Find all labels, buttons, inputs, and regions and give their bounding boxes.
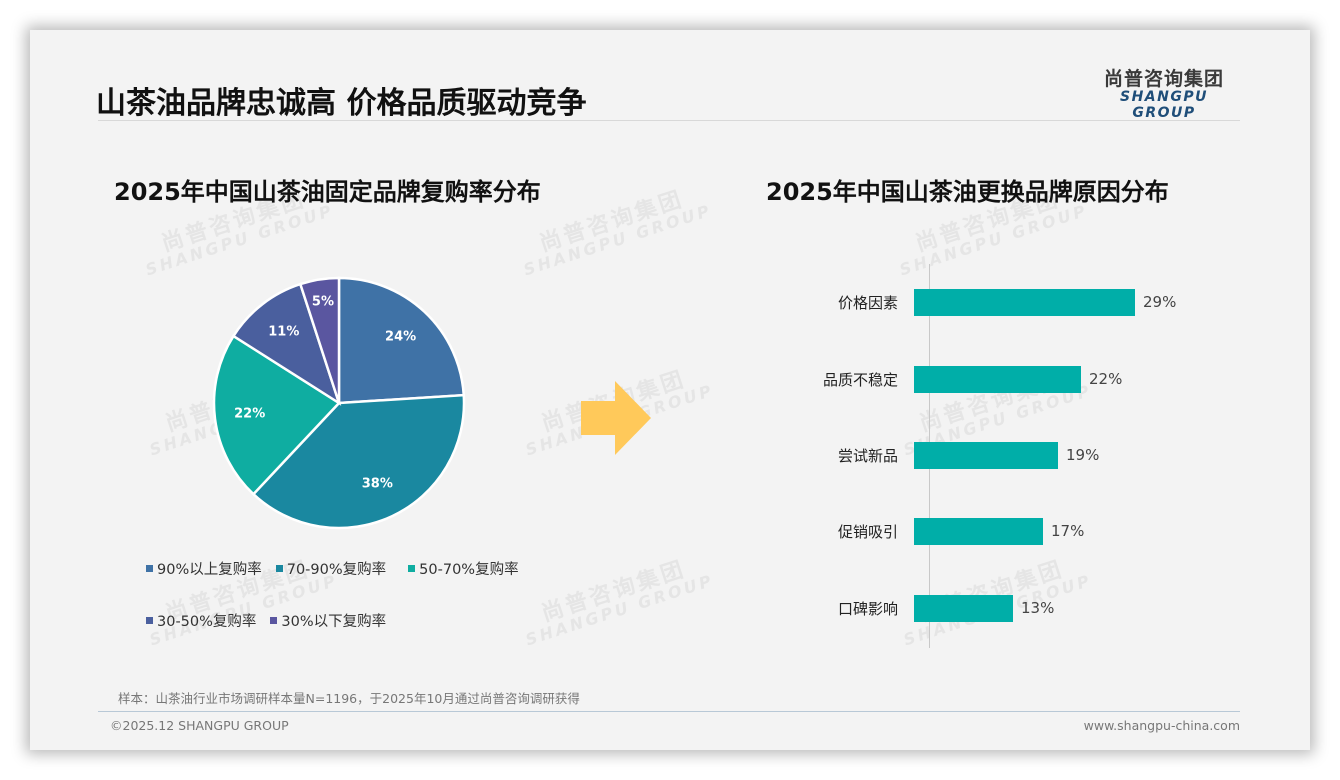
legend-label: 50-70%复购率 <box>419 561 519 578</box>
bar-label: 口碑影响 <box>837 599 898 618</box>
pie-slice-label: 11% <box>268 324 300 340</box>
copyright: ©2025.12 SHANGPU GROUP <box>110 718 289 733</box>
bar-value: 19% <box>1066 446 1100 464</box>
legend-label: 30%以下复购率 <box>281 613 387 630</box>
bar <box>914 441 1058 469</box>
pie-slice <box>298 276 341 404</box>
legend-item: 30%以下复购率 <box>270 610 386 631</box>
bar-value: 13% <box>1021 599 1055 617</box>
bar-row: 尝试新品 19% <box>790 441 1099 469</box>
pie-chart-svg <box>212 276 466 530</box>
legend-row: 30-50%复购率 30%以下复购率 <box>146 594 566 646</box>
footer-divider <box>98 711 1240 712</box>
bar-chart-title: 2025年中国山茶油更换品牌原因分布 <box>766 178 1169 206</box>
logo-en: SHANGPU GROUP <box>1120 89 1208 121</box>
slide: 山茶油品牌忠诚高 价格品质驱动竞争 尚普咨询集团 SHANGPU GROUP 尚… <box>30 30 1310 750</box>
title-divider <box>98 120 1240 121</box>
pie-slice <box>337 276 466 405</box>
legend-item: 90%以上复购率 <box>146 558 262 579</box>
bar <box>914 288 1135 316</box>
bar-row: 口碑影响 13% <box>790 594 1054 622</box>
pie-legend: 90%以上复购率 70-90%复购率 50-70%复购率 30-50%复购率 3… <box>146 542 566 646</box>
bar-label: 价格因素 <box>837 293 898 312</box>
pie-slice-label: 38% <box>361 476 393 492</box>
pie-slice-label: 5% <box>311 294 334 310</box>
bar-label: 品质不稳定 <box>822 370 898 389</box>
pie-slice <box>231 282 342 406</box>
bar-value: 29% <box>1143 293 1177 311</box>
bar-label: 促销吸引 <box>837 522 898 541</box>
bar-value: 22% <box>1089 370 1123 388</box>
legend-swatch <box>146 564 153 572</box>
legend-label: 90%以上复购率 <box>157 561 262 578</box>
bar-value: 17% <box>1051 522 1085 540</box>
legend-swatch <box>275 564 283 572</box>
sample-note: 样本：山茶油行业市场调研样本量N=1196，于2025年10月通过尚普咨询调研获… <box>118 691 580 706</box>
bar <box>914 365 1081 393</box>
bar <box>914 594 1013 622</box>
legend-item: 70-90%复购率 <box>275 558 387 579</box>
legend-swatch <box>270 616 278 624</box>
pie-slice <box>251 393 466 530</box>
bar <box>914 517 1043 545</box>
company-logo: 尚普咨询集团 SHANGPU GROUP <box>1088 64 1240 121</box>
page-title: 山茶油品牌忠诚高 价格品质驱动竞争 <box>96 86 587 121</box>
arrow-right-icon <box>581 381 651 455</box>
pie-slice-label: 22% <box>234 406 266 422</box>
bar-row: 品质不稳定 22% <box>790 365 1122 393</box>
legend-item: 50-70%复购率 <box>408 558 519 579</box>
website-link[interactable]: www.shangpu-china.com <box>1083 718 1240 733</box>
legend-row: 90%以上复购率 70-90%复购率 50-70%复购率 <box>146 542 566 594</box>
pie-chart: 24% 38% 22% 11% 5% <box>212 276 466 530</box>
legend-label: 30-50%复购率 <box>157 613 257 630</box>
pie-slice-label: 24% <box>385 329 417 345</box>
bar-row: 促销吸引 17% <box>790 517 1084 545</box>
bar-row: 价格因素 29% <box>790 288 1176 316</box>
pie-slice <box>212 334 341 496</box>
pie-chart-title: 2025年中国山茶油固定品牌复购率分布 <box>114 178 541 206</box>
logo-cn: 尚普咨询集团 <box>1103 68 1224 90</box>
legend-swatch <box>146 616 153 624</box>
bar-label: 尝试新品 <box>837 446 898 465</box>
legend-item: 30-50%复购率 <box>146 610 256 631</box>
legend-swatch <box>408 564 416 572</box>
legend-label: 70-90%复购率 <box>286 561 387 578</box>
